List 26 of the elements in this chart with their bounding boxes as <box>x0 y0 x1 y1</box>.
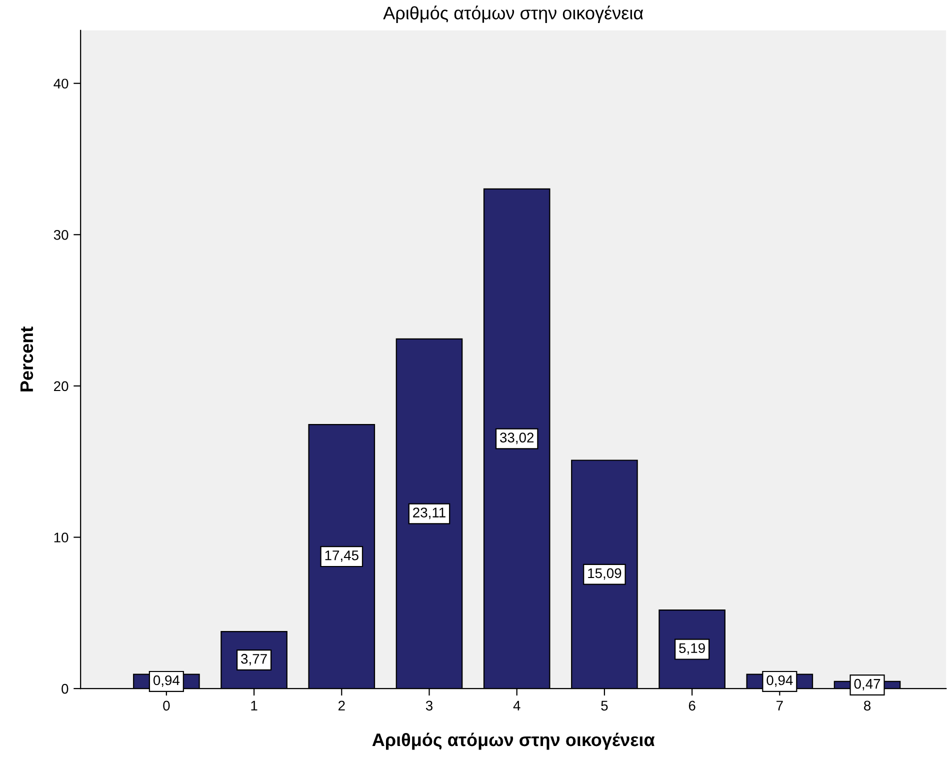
data-label: 0,94 <box>766 675 793 687</box>
x-tick-label: 0 <box>163 700 170 711</box>
y-tick-label: 40 <box>54 78 68 89</box>
x-axis-title: Αριθμός ατόμων στην οικογένεια <box>372 732 655 750</box>
chart-title: Αριθμός ατόμων στην οικογένεια <box>383 6 644 24</box>
data-label: 23,11 <box>413 508 446 520</box>
x-tick-label: 8 <box>864 700 871 711</box>
x-tick-label: 6 <box>688 700 696 711</box>
data-label: 0,47 <box>854 678 880 690</box>
y-tick-label: 10 <box>54 532 68 542</box>
x-tick-label: 7 <box>776 700 783 710</box>
x-tick-label: 4 <box>513 700 520 710</box>
data-label: 33,02 <box>500 432 534 444</box>
x-tick-label: 3 <box>426 700 432 711</box>
x-tick-label: 2 <box>338 700 345 710</box>
y-tick-label: 0 <box>62 684 68 694</box>
x-tick-label: 5 <box>601 700 608 711</box>
y-tick-label: 20 <box>54 381 68 392</box>
data-label: 17,45 <box>325 550 358 562</box>
data-label: 15,09 <box>588 568 622 580</box>
x-tick-label: 1 <box>251 700 258 710</box>
data-label: 0,94 <box>153 675 180 687</box>
data-label: 3,77 <box>241 654 267 666</box>
y-tick-label: 30 <box>54 230 68 240</box>
data-label: 5,19 <box>679 643 705 655</box>
y-axis-title: Percent <box>20 326 34 392</box>
